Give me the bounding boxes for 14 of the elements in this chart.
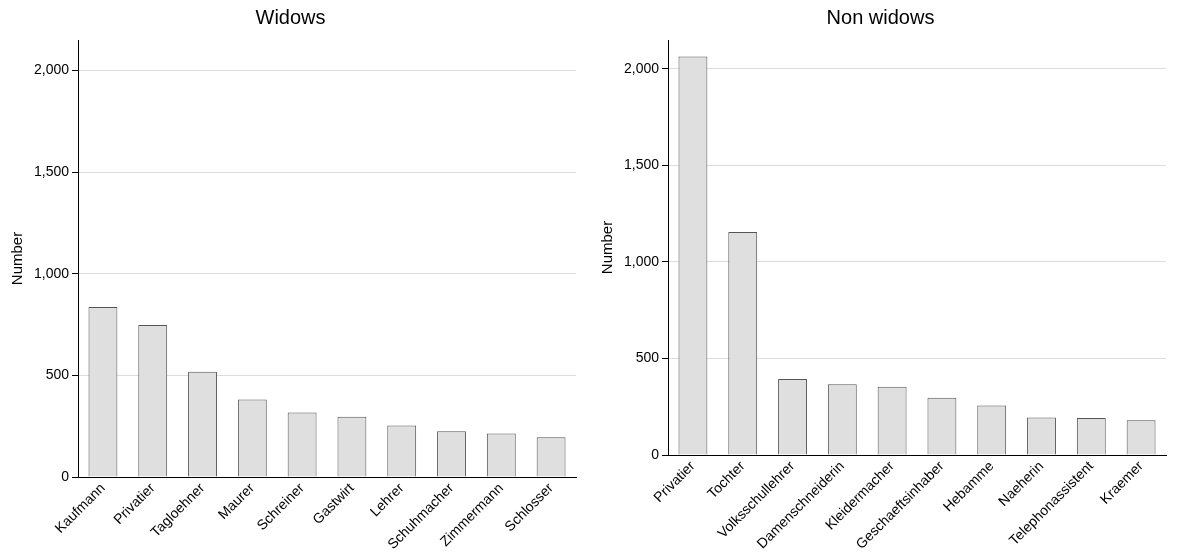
y-tick-label: 500 bbox=[635, 349, 660, 366]
y-axis-title: Number bbox=[598, 220, 616, 275]
y-axis-title: Number bbox=[8, 231, 26, 286]
y-tick-label: 500 bbox=[45, 366, 70, 383]
y-tick-label: 0 bbox=[651, 445, 660, 462]
y-tick-label: 2,000 bbox=[623, 59, 660, 76]
chart-title: Non widows bbox=[826, 5, 935, 28]
chart-title: Widows bbox=[255, 5, 326, 28]
y-tick-label: 2,000 bbox=[33, 61, 70, 78]
y-tick-label: 1,000 bbox=[33, 264, 70, 281]
y-tick-label: 1,000 bbox=[623, 252, 660, 269]
y-tick-label: 0 bbox=[61, 467, 70, 484]
y-tick-label: 1,500 bbox=[33, 162, 70, 179]
y-tick-label: 1,500 bbox=[623, 156, 660, 173]
